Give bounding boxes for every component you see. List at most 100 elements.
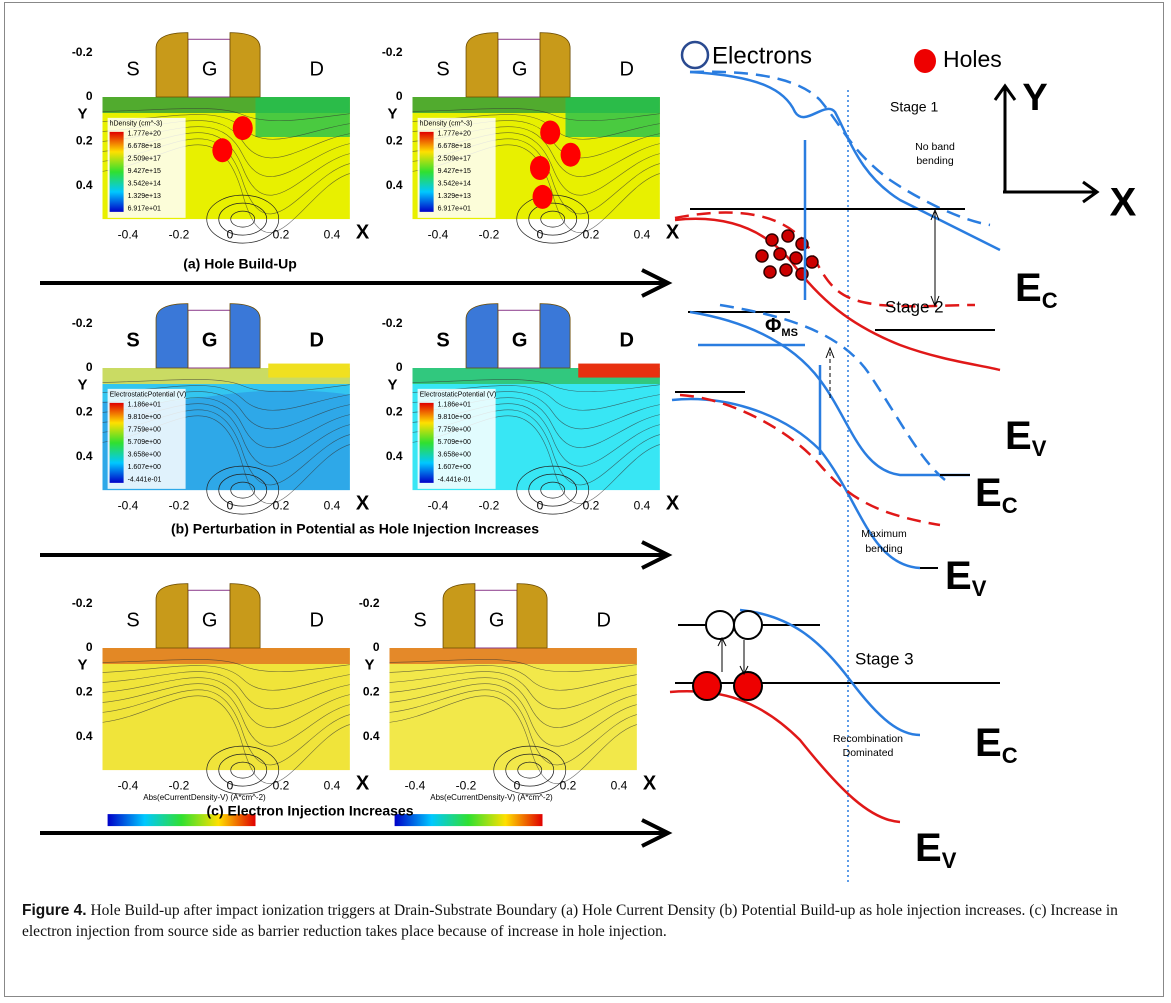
colorbar — [420, 403, 434, 483]
valence-band — [675, 219, 1000, 370]
conduction-band — [690, 312, 970, 475]
y-tick-label: 0.4 — [76, 449, 93, 463]
band-note: bending — [916, 155, 954, 167]
figure-caption: Figure 4. Hole Build-up after impact ion… — [22, 900, 1147, 942]
y-tick-label: 0.2 — [363, 685, 380, 699]
device-label: S — [436, 59, 449, 81]
y-axis-label: Y — [364, 657, 374, 674]
device-label: D — [309, 610, 323, 632]
y-tick-label: 0.4 — [76, 729, 93, 743]
legend-value: 1.607e+00 — [128, 464, 161, 471]
x-tick-label: 0 — [537, 498, 544, 512]
y-axis-label: Y — [77, 377, 87, 394]
y-tick-label: 0 — [86, 360, 93, 374]
x-tick-label: -0.2 — [479, 227, 500, 241]
colorbar — [395, 814, 543, 826]
x-tick-label: -0.2 — [169, 498, 190, 512]
x-tick-label: 0.2 — [583, 227, 600, 241]
legend-value: 5.709e+00 — [438, 439, 471, 446]
y-tick-label: 0 — [396, 89, 403, 103]
hole-state — [693, 672, 721, 700]
x-tick-label: 0.4 — [634, 227, 651, 241]
hole-cluster — [790, 252, 802, 264]
band-label-main: E — [1005, 414, 1032, 458]
band-label-main: E — [915, 826, 942, 870]
band-label-sub: V — [942, 848, 957, 873]
hole-marker — [530, 156, 550, 180]
band-label-main: E — [975, 721, 1002, 765]
band-label: EV — [945, 554, 987, 601]
x-tick-label: -0.2 — [479, 498, 500, 512]
conduction-band — [740, 610, 920, 735]
hole-cluster — [780, 264, 792, 276]
legend-value: 1.186e+01 — [128, 402, 161, 409]
y-tick-label: -0.2 — [72, 316, 93, 330]
x-tick-label: -0.4 — [428, 498, 449, 512]
legend-value: 7.759e+00 — [128, 427, 161, 434]
hole-cluster — [756, 250, 768, 262]
band-note: bending — [865, 543, 903, 555]
y-tick-label: -0.2 — [382, 316, 403, 330]
colorbar — [110, 403, 124, 483]
legend-value: 3.542e+14 — [128, 181, 161, 188]
panel-caption: (b) Perturbation in Potential as Hole In… — [171, 521, 539, 537]
band-label: EV — [1005, 414, 1047, 461]
drain-region — [578, 364, 660, 378]
hole-marker — [212, 138, 232, 162]
band-label-sub: V — [972, 576, 987, 601]
hole-cluster — [766, 234, 778, 246]
legend-value: 1.777e+20 — [128, 131, 161, 138]
caption-text: Hole Build-up after impact ionization tr… — [22, 902, 1118, 940]
legend-title: hDensity (cm^-3) — [420, 121, 473, 128]
y-tick-label: 0.4 — [363, 729, 380, 743]
device-label: D — [596, 610, 610, 632]
drain-region — [566, 97, 660, 137]
x-tick-label: 0.2 — [273, 227, 290, 241]
band-note: No band — [915, 141, 955, 153]
y-tick-label: 0.4 — [76, 178, 93, 192]
y-tick-label: -0.2 — [72, 45, 93, 59]
spacer — [517, 584, 547, 648]
device-label: S — [126, 59, 139, 81]
x-tick-label: 0.2 — [583, 498, 600, 512]
y-tick-label: 0.4 — [386, 178, 403, 192]
legend-value: 1.186e+01 — [438, 402, 471, 409]
legend-value: -4.441e-01 — [128, 477, 162, 484]
stage-label: Stage 3 — [855, 649, 914, 668]
x-tick-label: 0.2 — [560, 778, 577, 792]
panel-caption: (a) Hole Build-Up — [183, 256, 297, 272]
x-tick-label: 0 — [227, 498, 234, 512]
y-tick-label: -0.2 — [359, 596, 380, 610]
x-axis-title: Abs(eCurrentDensity-V) (A*cm^-2) — [143, 793, 266, 802]
x-tick-label: -0.4 — [428, 227, 449, 241]
y-tick-label: -0.2 — [72, 596, 93, 610]
device-label: G — [202, 330, 218, 352]
electron-state — [706, 611, 734, 639]
x-tick-label: 0.2 — [273, 498, 290, 512]
x-tick-label: 0 — [227, 227, 234, 241]
valence-band-dashed — [680, 395, 940, 525]
x-tick-label: 0.4 — [324, 778, 341, 792]
legend-value: 1.329e+13 — [438, 193, 471, 200]
x-tick-label: 0.4 — [324, 498, 341, 512]
legend-value: 9.427e+15 — [128, 168, 161, 175]
spacer — [156, 33, 188, 97]
spacer — [230, 33, 260, 97]
hole-cluster — [774, 248, 786, 260]
y-tick-label: 0 — [373, 640, 380, 654]
hole-marker — [233, 116, 253, 140]
legend-title: hDensity (cm^-3) — [110, 121, 163, 128]
legend-value: 1.777e+20 — [438, 131, 471, 138]
y-axis-label: Y — [77, 106, 87, 123]
band-note: Maximum — [861, 528, 907, 540]
legend-value: 6.917e+01 — [128, 206, 161, 213]
y-tick-label: 0.2 — [386, 405, 403, 419]
y-axis-label: Y — [77, 657, 87, 674]
x-tick-label: 0 — [514, 778, 521, 792]
caption-label: Figure 4. — [22, 902, 87, 919]
spacer — [156, 304, 188, 368]
electron-label: Electrons — [712, 42, 812, 69]
colorbar — [110, 132, 124, 212]
x-tick-label: -0.4 — [118, 778, 139, 792]
band-label-sub: V — [1032, 436, 1047, 461]
